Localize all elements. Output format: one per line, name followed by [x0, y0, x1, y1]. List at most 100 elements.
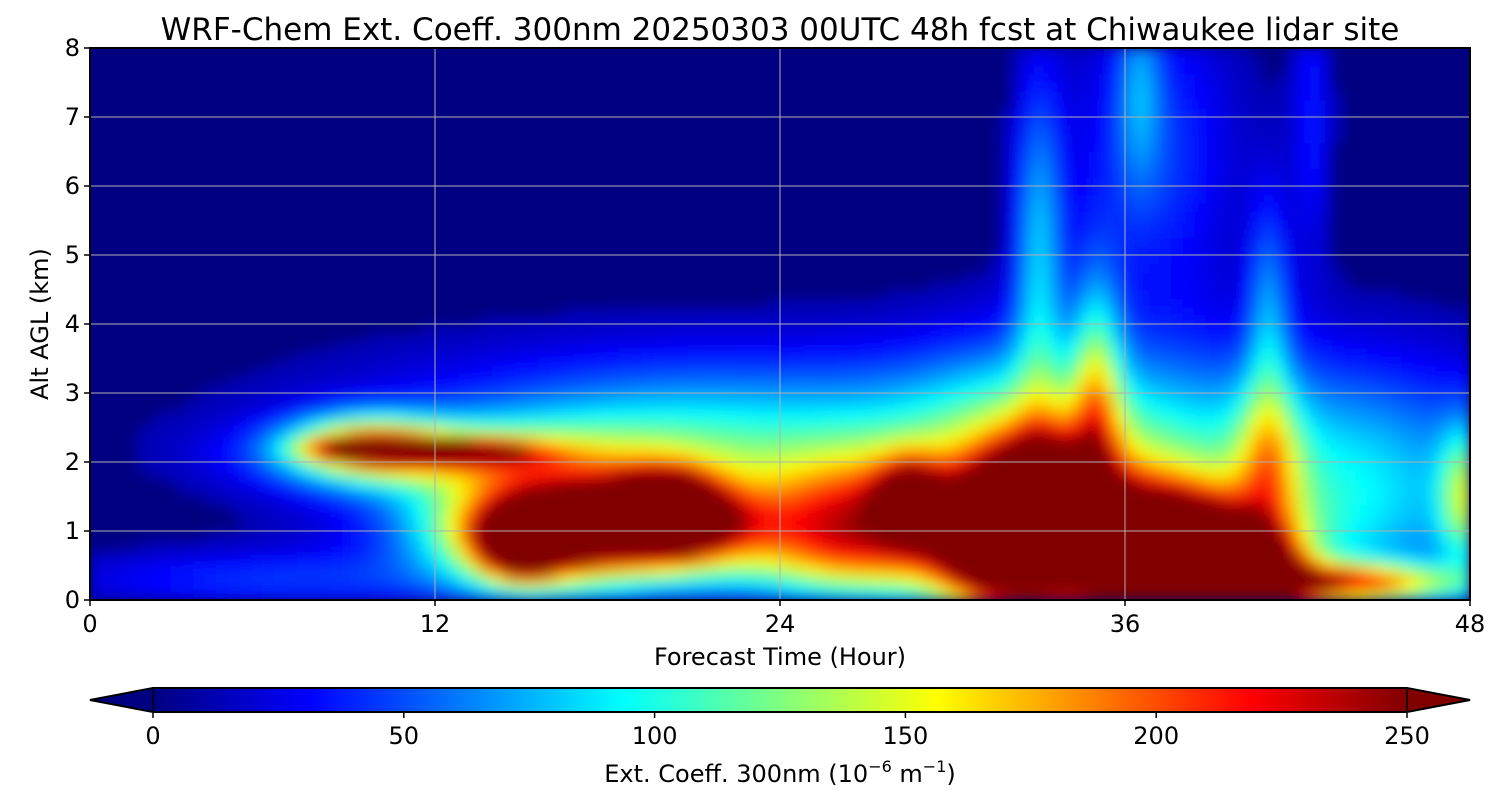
heat-cell [860, 479, 873, 489]
heat-cell [412, 384, 425, 394]
heat-cell [1033, 229, 1046, 239]
heat-cell [803, 522, 816, 532]
heat-cell [423, 582, 436, 592]
heat-cell [308, 418, 321, 429]
heat-cell [354, 341, 367, 351]
heat-cell [860, 349, 873, 360]
heat-cell [987, 539, 1000, 549]
heat-cell [895, 487, 908, 498]
heat-cell [653, 315, 666, 325]
heat-cell [1044, 298, 1057, 308]
heat-cell [1090, 582, 1103, 592]
heat-cell [1148, 341, 1161, 351]
heat-cell [918, 349, 931, 360]
heat-cell [1102, 332, 1115, 342]
heat-cell [1458, 591, 1470, 600]
heat-cell [1194, 453, 1207, 463]
heat-cell [1102, 263, 1115, 273]
heat-cell [665, 410, 678, 420]
heat-cell [837, 384, 850, 394]
heat-cell [228, 462, 241, 472]
heat-cell [1125, 470, 1138, 480]
heat-cell [527, 315, 540, 325]
heat-cell [550, 324, 563, 334]
heat-cell [538, 324, 551, 334]
heat-cell [1320, 255, 1333, 265]
heat-cell [1447, 505, 1460, 515]
heat-cell [619, 444, 632, 454]
heat-cell [1044, 332, 1057, 342]
heat-cell [998, 548, 1011, 558]
heat-cell [1366, 384, 1379, 394]
heat-cell [1320, 229, 1333, 239]
heat-cell [642, 548, 655, 558]
heat-cell [745, 427, 758, 437]
heat-cell [711, 513, 724, 523]
heat-cell [1205, 82, 1218, 92]
heat-cell [504, 582, 517, 592]
heat-cell [998, 160, 1011, 170]
heat-cell [1171, 99, 1184, 109]
heat-cell [1182, 246, 1195, 256]
heat-cell [377, 582, 390, 592]
heat-cell [1148, 168, 1161, 178]
heat-cell [1056, 539, 1069, 549]
heat-cell [297, 375, 310, 385]
heat-cell [285, 539, 298, 549]
heat-cell [1297, 65, 1310, 75]
heat-cell [170, 565, 183, 575]
heat-cell [1320, 203, 1333, 213]
heat-cell [1309, 496, 1322, 506]
heat-cell [734, 513, 747, 523]
heat-cell [699, 410, 712, 420]
heat-cell [849, 298, 862, 308]
heat-cell [527, 522, 540, 532]
heat-cell [1010, 358, 1023, 368]
heat-cell [1148, 548, 1161, 558]
heat-cell [262, 401, 275, 411]
heat-cell [895, 393, 908, 403]
heat-cell [734, 556, 747, 567]
heat-cell [1217, 160, 1230, 170]
heat-cell [458, 470, 471, 480]
heat-cell [929, 358, 942, 368]
heat-cell [446, 427, 459, 437]
heat-cell [998, 556, 1011, 567]
heat-cell [941, 453, 954, 463]
heat-cell [400, 582, 413, 592]
heat-cell [205, 410, 218, 420]
heat-cell [285, 393, 298, 403]
heat-cell [1412, 332, 1425, 342]
heat-cell [481, 341, 494, 351]
heat-cell [1217, 393, 1230, 403]
heat-cell [469, 418, 482, 429]
heat-cell [1102, 453, 1115, 463]
heat-cell [941, 539, 954, 549]
heat-cell [964, 470, 977, 480]
heat-cell [205, 574, 218, 584]
heat-cell [216, 427, 229, 437]
heat-cell [538, 470, 551, 480]
heat-cell [1343, 324, 1356, 334]
heat-cell [584, 531, 597, 541]
heat-cell [1148, 470, 1161, 480]
heat-cell [274, 582, 287, 592]
heat-cell [1136, 142, 1149, 153]
heat-cell [1194, 349, 1207, 360]
heat-cell [343, 565, 356, 575]
heat-cell [1320, 306, 1333, 316]
heat-cell [1021, 203, 1034, 213]
heat-cell [1435, 479, 1448, 489]
heat-cell [1228, 410, 1241, 420]
heat-cell [1159, 358, 1172, 368]
heat-cell [1240, 556, 1253, 567]
heat-cell [998, 367, 1011, 377]
heat-cell [1228, 341, 1241, 351]
heat-cell [561, 444, 574, 454]
heat-cell [1102, 160, 1115, 170]
heat-cell [1378, 358, 1391, 368]
heat-cell [469, 358, 482, 368]
heat-cell [826, 531, 839, 541]
heat-cell [1148, 522, 1161, 532]
heat-cell [331, 367, 344, 377]
